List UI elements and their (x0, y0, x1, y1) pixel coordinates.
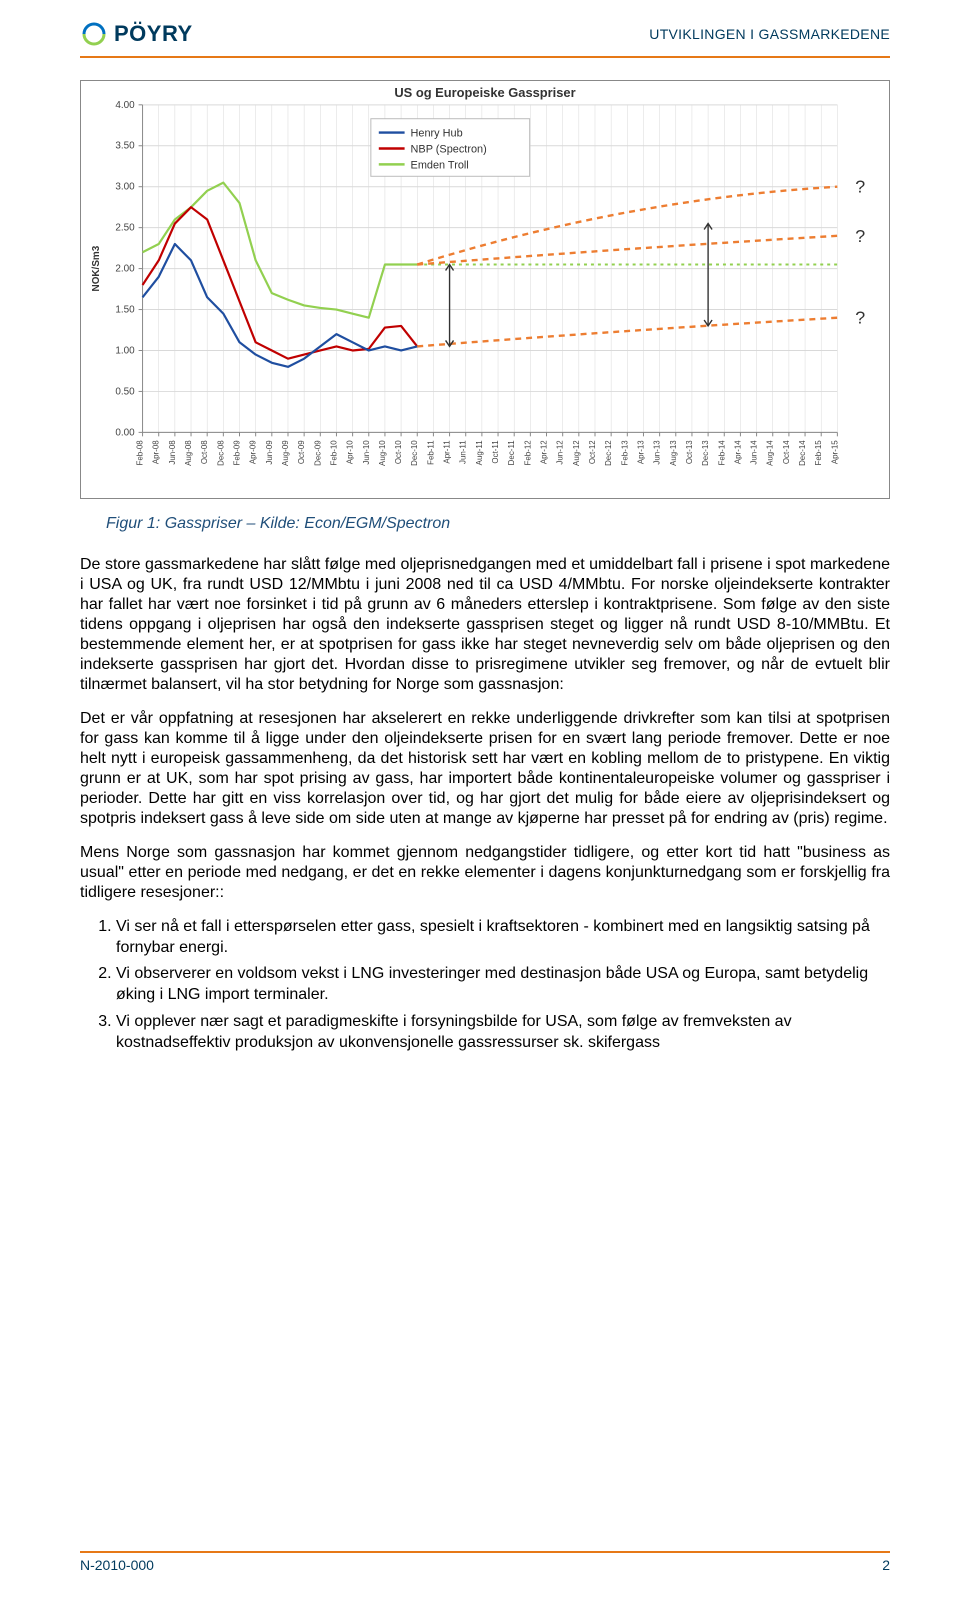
footer-doc-id: N-2010-000 (80, 1557, 154, 1573)
svg-text:Feb-09: Feb-09 (233, 440, 242, 466)
svg-text:Dec-10: Dec-10 (410, 440, 419, 466)
svg-text:Apr-13: Apr-13 (636, 440, 645, 464)
gas-price-chart: 0.00 0.50 1.00 1.50 2.00 2.50 3.00 3.50 4.00 Feb-… (80, 80, 890, 499)
page-footer: N-2010-000 2 (80, 1551, 890, 1573)
svg-text:Oct-11: Oct-11 (491, 440, 500, 464)
svg-text:Aug-10: Aug-10 (378, 440, 387, 466)
svg-text:2.50: 2.50 (115, 223, 135, 234)
svg-text:Oct-08: Oct-08 (200, 440, 209, 464)
header-section-title: UTVIKLINGEN I GASSMARKEDENE (649, 26, 890, 42)
svg-text:Dec-12: Dec-12 (604, 440, 613, 466)
svg-text:?: ? (855, 226, 865, 246)
svg-text:Jun-11: Jun-11 (459, 440, 468, 464)
svg-text:Dec-08: Dec-08 (216, 440, 225, 466)
svg-text:4.00: 4.00 (115, 100, 135, 111)
svg-text:0.00: 0.00 (115, 427, 135, 438)
svg-text:Oct-14: Oct-14 (782, 440, 791, 464)
svg-text:Feb-15: Feb-15 (814, 440, 823, 466)
svg-text:Henry Hub: Henry Hub (411, 128, 463, 140)
svg-text:Aug-13: Aug-13 (669, 440, 678, 466)
svg-text:Dec-11: Dec-11 (507, 440, 516, 466)
paragraph-2: Det er vår oppfatning at resesjonen har … (80, 709, 890, 829)
svg-text:1.00: 1.00 (115, 345, 135, 356)
figure-caption: Figur 1: Gasspriser – Kilde: Econ/EGM/Sp… (106, 515, 890, 533)
svg-text:3.00: 3.00 (115, 182, 135, 193)
svg-text:Apr-14: Apr-14 (733, 440, 742, 464)
svg-text:Jun-12: Jun-12 (556, 440, 565, 465)
svg-text:Apr-08: Apr-08 (152, 440, 161, 464)
list-item: Vi ser nå et fall i etterspørselen etter… (116, 917, 890, 959)
svg-text:Aug-08: Aug-08 (184, 440, 193, 466)
svg-text:2.00: 2.00 (115, 264, 135, 275)
svg-text:NOK/Sm3: NOK/Sm3 (91, 245, 102, 291)
brand-logo: PÖYRY (80, 20, 193, 48)
svg-text:Oct-13: Oct-13 (685, 440, 694, 464)
svg-text:Feb-13: Feb-13 (620, 440, 629, 466)
svg-text:Aug-12: Aug-12 (572, 440, 581, 466)
svg-text:Feb-11: Feb-11 (426, 440, 435, 465)
numbered-list: Vi ser nå et fall i etterspørselen etter… (116, 917, 890, 1054)
svg-text:Oct-12: Oct-12 (588, 440, 597, 464)
svg-text:Feb-12: Feb-12 (523, 440, 532, 466)
paragraph-3: Mens Norge som gassnasjon har kommet gje… (80, 843, 890, 903)
brand-name: PÖYRY (114, 21, 193, 47)
svg-text:?: ? (855, 177, 865, 197)
svg-text:Feb-10: Feb-10 (329, 440, 338, 466)
paragraph-1: De store gassmarkedene har slått følge m… (80, 555, 890, 695)
svg-text:Aug-11: Aug-11 (475, 440, 484, 466)
svg-text:Oct-09: Oct-09 (297, 440, 306, 464)
svg-text:Aug-09: Aug-09 (281, 440, 290, 466)
svg-text:Dec-13: Dec-13 (701, 440, 710, 466)
footer-page-number: 2 (882, 1557, 890, 1573)
svg-text:Apr-12: Apr-12 (540, 440, 549, 464)
svg-text:Jun-08: Jun-08 (168, 440, 177, 465)
list-item: Vi observerer en voldsom vekst i LNG inv… (116, 964, 890, 1006)
svg-text:Jun-14: Jun-14 (750, 440, 759, 465)
svg-text:?: ? (855, 308, 865, 328)
svg-text:Apr-15: Apr-15 (830, 440, 839, 464)
svg-text:US og Europeiske Gasspriser: US og Europeiske Gasspriser (394, 85, 575, 100)
svg-text:NBP (Spectron): NBP (Spectron) (411, 143, 487, 155)
svg-text:Jun-10: Jun-10 (362, 440, 371, 465)
svg-text:Oct-10: Oct-10 (394, 440, 403, 464)
list-item: Vi opplever nær sagt et paradigmeskifte … (116, 1012, 890, 1054)
svg-text:Jun-09: Jun-09 (265, 440, 274, 465)
svg-text:Dec-14: Dec-14 (798, 440, 807, 466)
svg-text:Feb-08: Feb-08 (136, 440, 145, 466)
svg-text:Feb-14: Feb-14 (717, 440, 726, 466)
svg-text:Dec-09: Dec-09 (313, 440, 322, 466)
svg-text:Apr-09: Apr-09 (249, 440, 258, 464)
svg-text:0.50: 0.50 (115, 386, 135, 397)
svg-text:Apr-11: Apr-11 (443, 440, 452, 464)
page-header: PÖYRY UTVIKLINGEN I GASSMARKEDENE (80, 20, 890, 58)
svg-text:Jun-13: Jun-13 (653, 440, 662, 465)
svg-text:3.50: 3.50 (115, 141, 135, 152)
svg-text:Aug-14: Aug-14 (766, 440, 775, 466)
svg-text:Apr-10: Apr-10 (346, 440, 355, 464)
svg-text:1.50: 1.50 (115, 305, 135, 316)
poyry-logo-icon (80, 20, 108, 48)
svg-text:Emden Troll: Emden Troll (411, 159, 469, 171)
